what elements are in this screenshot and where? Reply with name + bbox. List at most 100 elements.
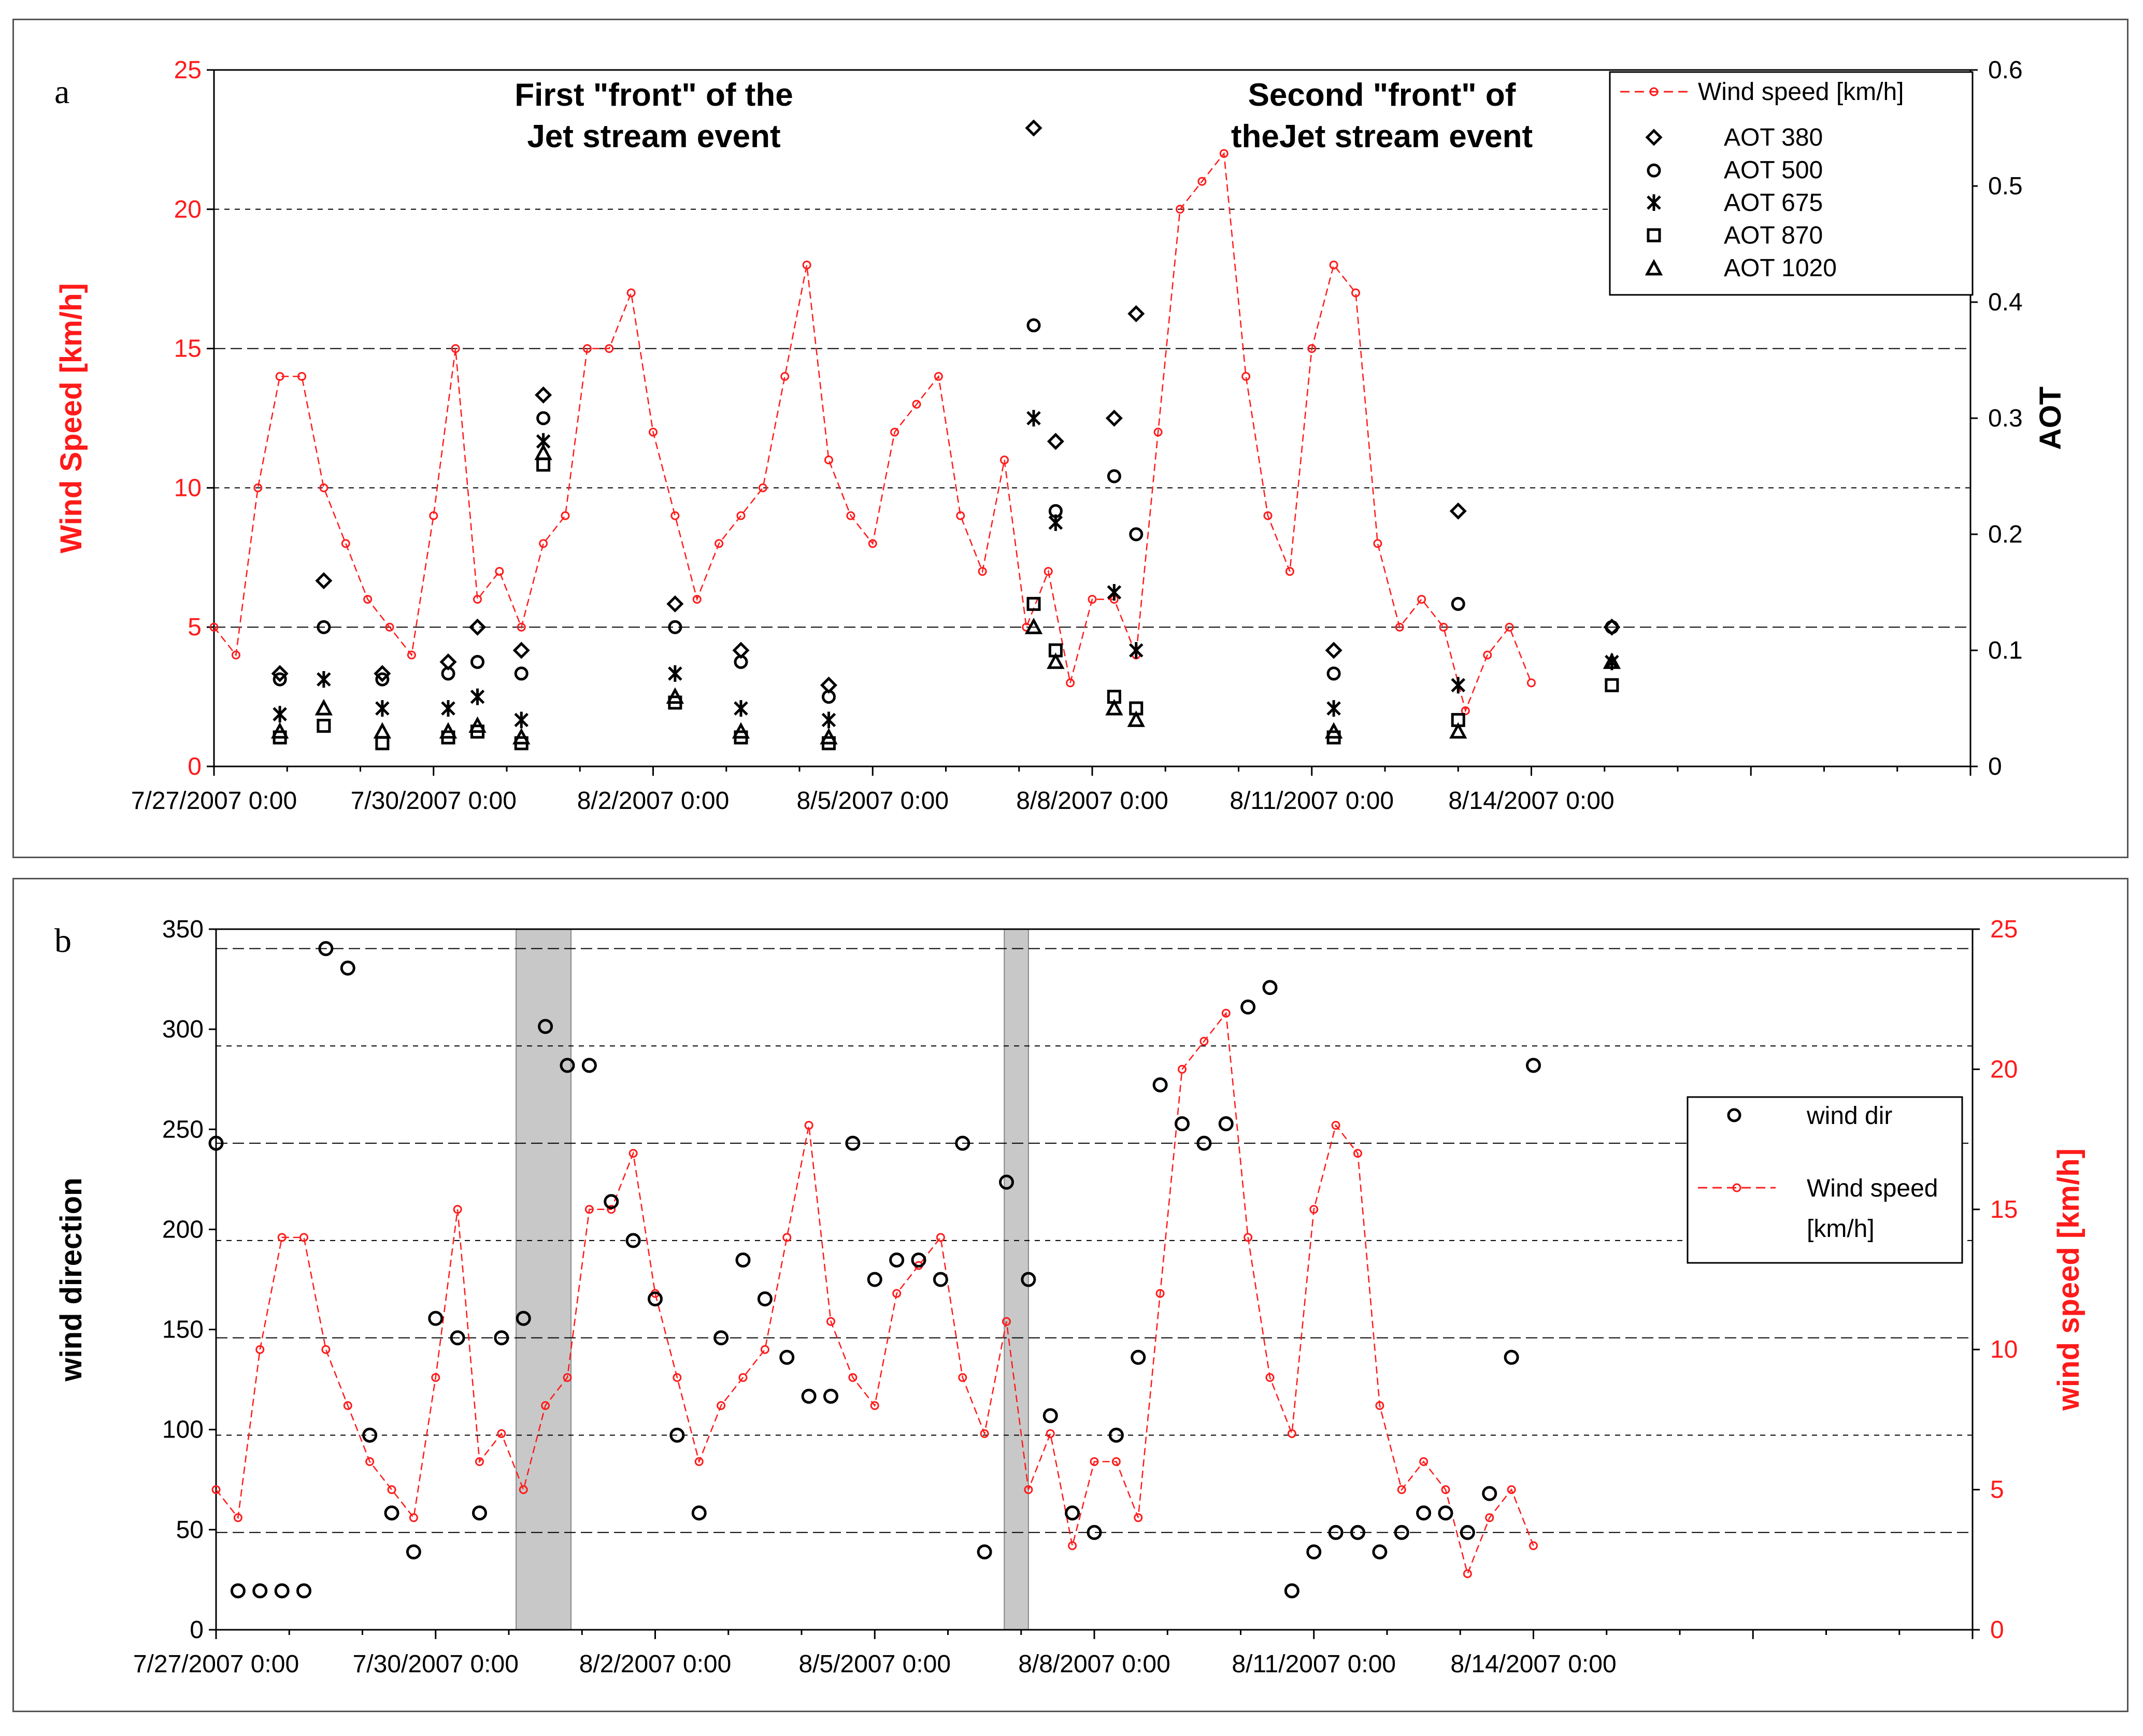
x-tick-label: 7/30/2007 0:00 [353,1650,519,1678]
legend-asterisk-icon [1647,194,1661,211]
x-tick-label: 8/2/2007 0:00 [577,787,730,815]
wind-dir-point [1526,1058,1541,1073]
wind-dir-point [604,1194,619,1209]
wind-speed-point [824,456,833,465]
wind-dir-point [274,1583,290,1599]
legend-box-a [1609,71,1974,296]
legend-wind-marker-a [1649,87,1659,96]
wind-dir-point [1240,999,1256,1015]
wind-speed-point [692,594,702,604]
wind-speed-point [605,344,614,353]
y-tick-label-right: 0.3 [1988,405,2023,432]
x-tick-label: 8/14/2007 0:00 [1450,1650,1616,1678]
y-tick-label-right: 25 [1990,916,2018,943]
aot500-point [317,620,331,634]
aot380-point [1449,502,1467,520]
y-tick-label-left: 5 [188,614,202,641]
aot380-point [1105,409,1123,427]
y-tick-label-right: 20 [1990,1056,2018,1083]
wind-speed-point [561,511,570,520]
wind-speed-point [1088,594,1097,604]
wind-speed-line [213,152,1532,713]
wind-speed-point [1329,260,1338,269]
y-tick-label-right: 5 [1990,1476,2004,1504]
aot380-point [1325,642,1342,659]
wind-dir-point [1262,980,1278,995]
wind-dir-point [1504,1349,1519,1365]
wind-speed-point [1309,1205,1319,1214]
aot500-point [273,672,287,687]
wind-speed-point [1068,1541,1077,1550]
aot380-point [315,572,333,590]
panel-a: a 0 5 10 15 20 25 0 0.1 0.2 0.3 0.4 0.5 0.6 7/27/2007… [12,19,2128,858]
wind-speed-point [497,1429,506,1438]
wind-dir-point [933,1272,948,1287]
legend-aot675: AOT 675 [1724,189,1823,217]
wind-speed-point [475,1457,484,1467]
aot380-point [1025,119,1042,137]
panel-b: b 0 50 100 150 200 250 300 350 0 5 10 15 20 25 7/27/20… [12,878,2128,1712]
aot870-point [1605,678,1619,692]
wind-speed-point [890,428,899,437]
wind-dir-point [1460,1525,1475,1540]
wind-speed-point [628,1149,638,1158]
wind-speed-point [365,1457,375,1467]
wind-speed-point [1505,622,1514,632]
legend-wind-unit-b: [km/h] [1807,1215,1875,1243]
wind-speed-point [802,260,811,269]
wind-speed-point [563,1373,572,1382]
wind-speed-point [912,400,921,409]
y-tick-label-right: 0.1 [1988,637,2023,664]
wind-dir-point [1152,1077,1168,1092]
aot1020-point [439,722,458,739]
wind-dir-point [472,1505,487,1521]
aot500-point [1451,596,1465,611]
aot1020-point [270,722,289,739]
wind-dir-point [669,1427,685,1443]
wind-dir-point [779,1349,795,1365]
aot1020-point [373,722,392,739]
wind-speed-point [736,511,746,520]
y-tick-label-right: 0 [1990,1616,2004,1644]
wind-speed-point [1397,1485,1406,1495]
wind-dir-point [801,1388,817,1404]
wind-speed-point [1483,650,1492,660]
shaded-event-interval [1004,929,1029,1630]
aot675-point [821,712,836,729]
wind-dir-point [362,1427,378,1443]
aot500-point [470,654,484,669]
wind-dir-point [1131,1349,1146,1365]
aot380-point [468,618,487,636]
wind-dir-point [1284,1583,1299,1599]
wind-dir-point [318,941,334,957]
aot675-point [1128,642,1144,659]
wind-speed-point [760,1345,769,1354]
annotation-first-front-1: First "front" of the [515,77,793,113]
legend-a: Wind speed [km/h] AOT 380 AOT 500 AOT 67… [1609,71,1974,296]
wind-speed-point [407,650,416,660]
legend-winddir-icon [1727,1108,1741,1122]
wind-speed-point [956,511,965,520]
wind-dir-point [889,1252,905,1268]
aot675-point [1048,514,1063,531]
wind-speed-point [1417,594,1426,604]
wind-speed-point [1244,1233,1253,1242]
wind-speed-point [584,1205,594,1214]
wind-dir-point [735,1252,751,1268]
aot1020-point [820,728,838,745]
wind-speed-point [1090,1457,1099,1467]
wind-speed-point [429,511,438,520]
wind-dir-point [208,1135,224,1151]
y-tick-label-left: 350 [162,916,204,943]
x-tick-label: 8/8/2007 0:00 [1016,787,1168,815]
aot1020-point [732,722,750,739]
aot500-point [822,690,836,704]
wind-speed-point [626,288,636,297]
x-tick-label: 8/11/2007 0:00 [1230,787,1394,815]
aot675-point [514,712,529,729]
y-tick-label-left: 15 [174,335,202,363]
aot1020-point [666,687,684,704]
wind-speed-point [780,372,790,381]
wind-dir-point [581,1058,597,1073]
aot1020-point [1047,652,1065,669]
